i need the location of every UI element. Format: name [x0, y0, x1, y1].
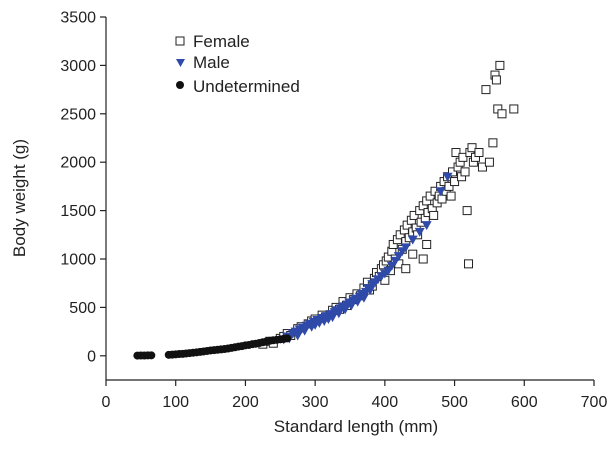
x-tick-label: 400 — [372, 394, 399, 411]
y-axis-ticks: 0 500 1000 1500 2000 2500 3000 3500 — [60, 10, 106, 365]
female-point — [462, 206, 472, 216]
female-point — [418, 254, 428, 264]
legend-male-label: Male — [193, 53, 230, 72]
series-male — [278, 172, 453, 345]
female-point — [484, 157, 494, 167]
x-tick-label: 200 — [232, 394, 259, 411]
female-point — [458, 152, 468, 162]
legend-undetermined-label: Undetermined — [193, 77, 300, 96]
y-tick-label: 3000 — [60, 58, 96, 75]
female-point — [437, 194, 447, 204]
undetermined-point — [283, 334, 292, 343]
y-axis-title: Body weight (g) — [10, 139, 29, 257]
x-tick-label: 700 — [581, 394, 608, 411]
male-point — [414, 227, 425, 237]
female-point — [477, 162, 487, 172]
female-point — [446, 191, 456, 201]
y-tick-label: 1500 — [60, 203, 96, 220]
y-tick-label: 2500 — [60, 106, 96, 123]
female-point — [450, 177, 460, 187]
legend: Female Male Undetermined — [175, 32, 300, 96]
female-point — [481, 85, 491, 95]
x-tick-label: 300 — [302, 394, 329, 411]
y-tick-label: 2000 — [60, 155, 96, 172]
y-tick-label: 500 — [69, 300, 96, 317]
female-point — [488, 138, 498, 148]
series-female — [258, 60, 519, 349]
male-point — [407, 235, 418, 245]
female-point — [509, 104, 519, 114]
female-point — [425, 191, 435, 201]
undetermined-point — [147, 351, 156, 360]
female-point — [447, 167, 457, 177]
legend-undetermined-marker — [176, 81, 184, 89]
female-point — [467, 143, 477, 153]
legend-female-marker — [175, 36, 185, 46]
x-axis-ticks: 0 100 200 300 400 500 600 700 — [102, 380, 608, 411]
female-point — [495, 60, 505, 70]
y-tick-label: 1000 — [60, 252, 96, 269]
female-point — [401, 264, 411, 274]
female-point — [444, 181, 454, 191]
female-point — [451, 148, 461, 158]
plot-area — [105, 17, 594, 381]
y-tick-label: 0 — [87, 348, 96, 365]
series-undetermined — [133, 334, 292, 360]
legend-male-marker — [176, 59, 185, 67]
female-point — [408, 249, 418, 259]
female-point — [474, 148, 484, 158]
data-points — [133, 60, 519, 360]
y-tick-label: 3500 — [60, 10, 96, 27]
x-tick-label: 100 — [162, 394, 189, 411]
female-point — [491, 75, 501, 85]
male-point — [400, 243, 411, 253]
female-point — [497, 109, 507, 119]
female-point — [429, 210, 439, 220]
x-axis-title: Standard length (mm) — [274, 417, 438, 436]
x-tick-label: 500 — [441, 394, 468, 411]
female-point — [409, 210, 419, 220]
male-point — [435, 187, 446, 197]
male-point — [421, 221, 432, 231]
x-tick-label: 600 — [511, 394, 538, 411]
female-point — [460, 167, 470, 177]
female-point — [464, 259, 474, 269]
female-point — [422, 239, 432, 249]
x-tick-label: 0 — [102, 394, 111, 411]
legend-female-label: Female — [193, 32, 250, 51]
male-point — [442, 172, 453, 182]
